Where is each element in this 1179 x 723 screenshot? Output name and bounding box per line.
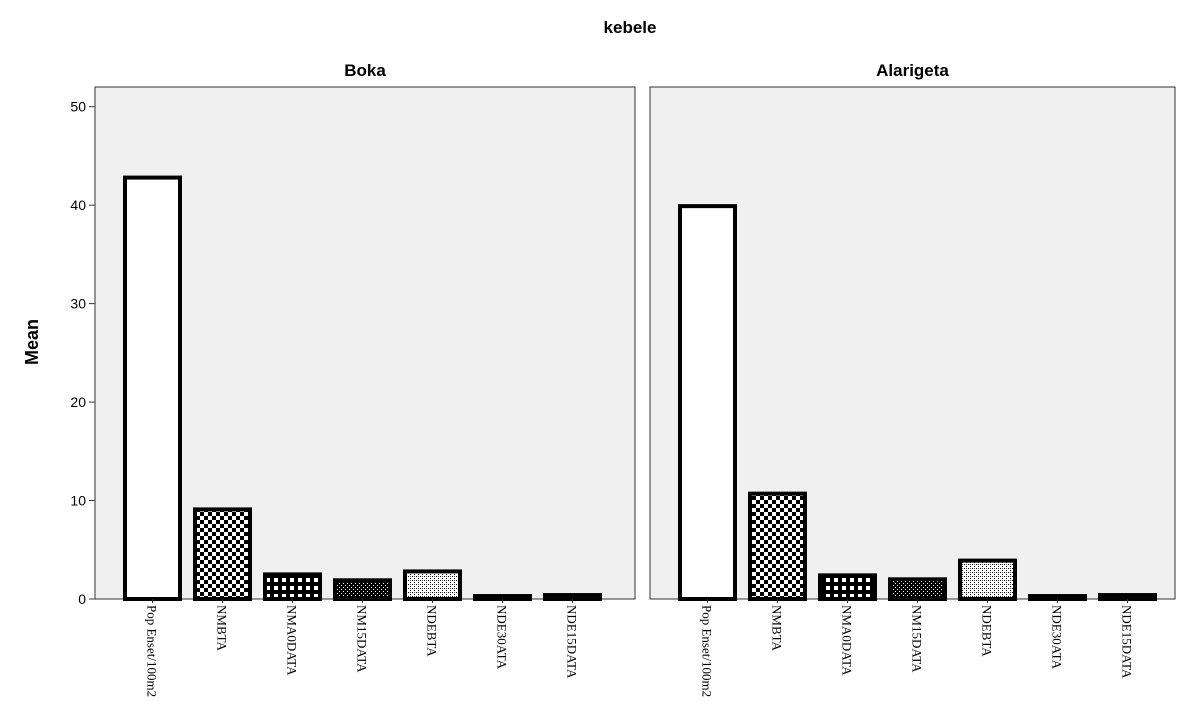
y-tick-label: 0 — [78, 591, 86, 607]
bar-nma0data — [818, 573, 877, 601]
panel-background — [649, 86, 1176, 600]
x-tick-label: NDE15DATA — [1120, 605, 1135, 679]
x-tick-label: NM15DATA — [355, 605, 370, 673]
bar-ndebta — [958, 558, 1017, 601]
y-axis-label: Mean — [22, 319, 42, 365]
bar-nmbta — [193, 507, 252, 601]
x-tick-label: NMA0DATA — [840, 605, 855, 676]
bar-nde15data — [1098, 593, 1157, 601]
bar-nm15data — [888, 577, 947, 601]
x-tick-label: NMBTA — [215, 605, 230, 652]
bar-nma0data — [263, 572, 322, 602]
x-tick-label: NM15DATA — [910, 605, 925, 673]
bar-ndebta — [403, 569, 462, 602]
bar-nde30ata — [473, 594, 532, 601]
x-tick-label: NMBTA — [770, 605, 785, 652]
panel-background — [94, 86, 636, 600]
x-tick-label: NDEBTA — [425, 605, 440, 657]
y-tick-label: 40 — [70, 197, 86, 213]
bar-nde15data — [543, 593, 602, 601]
panel-title: Alarigeta — [876, 61, 949, 80]
bar-nmbta — [748, 491, 807, 601]
panels-layer: Boka 0 10 20 30 40 50 Pop Enset/100m2 NMBTA NMA0D… — [70, 61, 1176, 697]
y-tick-label: 10 — [70, 493, 86, 509]
bar-pop-enset-100m2 — [123, 175, 182, 601]
panel-boka: Boka 0 10 20 30 40 50 Pop Enset/100m2 NMBTA NMA0D… — [70, 61, 636, 697]
x-tick-label: Pop Enset/100m2 — [700, 605, 715, 697]
x-tick-label: NMA0DATA — [285, 605, 300, 676]
chart-title: kebele — [604, 18, 657, 37]
panel-alarigeta: Alarigeta Pop Enset/100m2 NMBTA NMA0DATA NM1… — [649, 61, 1176, 697]
x-tick-label: NDE30ATA — [1050, 605, 1065, 670]
y-tick-label: 50 — [70, 99, 86, 115]
x-tick-label: Pop Enset/100m2 — [145, 605, 160, 697]
y-tick-label: 30 — [70, 296, 86, 312]
x-tick-label: NDE30ATA — [495, 605, 510, 670]
y-tick-label: 20 — [70, 394, 86, 410]
bar-pop-enset-100m2 — [678, 204, 737, 601]
bar-nde30ata — [1028, 594, 1087, 601]
x-tick-label: NDE15DATA — [565, 605, 580, 679]
x-tick-label: NDEBTA — [980, 605, 995, 657]
panel-title: Boka — [344, 61, 386, 80]
bar-nm15data — [333, 578, 392, 601]
